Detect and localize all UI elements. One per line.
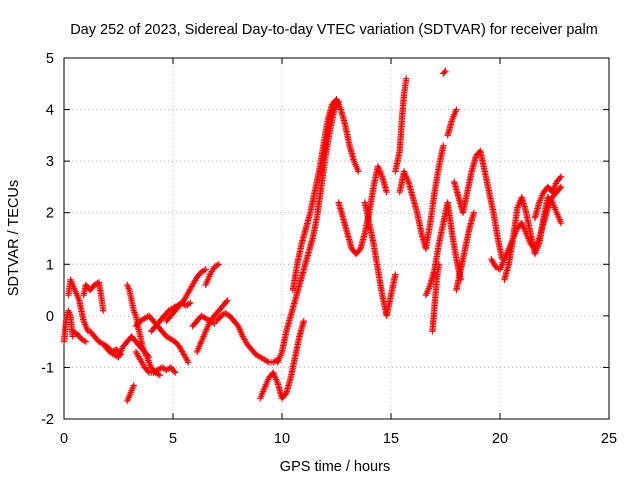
data-point xyxy=(187,299,194,307)
data-point xyxy=(355,168,362,175)
data-point xyxy=(100,307,107,314)
data-point xyxy=(556,174,564,182)
data-point xyxy=(130,382,137,389)
x-tick-label: 15 xyxy=(383,431,399,447)
y-tick-labels: -2 -1 0 1 2 3 4 5 xyxy=(41,51,54,428)
data-point xyxy=(201,267,208,274)
y-tick-label: 1 xyxy=(46,257,54,273)
data-point xyxy=(453,106,460,113)
data-point xyxy=(356,246,363,254)
data-point xyxy=(224,297,231,304)
data-point xyxy=(223,298,230,305)
y-tick-label: -1 xyxy=(41,360,54,376)
data-point xyxy=(211,320,218,327)
data-point xyxy=(556,185,564,192)
data-point xyxy=(156,371,164,379)
y-tick-label: 3 xyxy=(46,154,54,170)
data-point xyxy=(185,359,192,366)
data-point xyxy=(81,337,88,344)
x-tick-label: 25 xyxy=(601,431,617,447)
data-point xyxy=(557,173,565,180)
x-tick-labels: 0 5 10 15 20 25 xyxy=(60,431,617,447)
data-point xyxy=(184,357,191,364)
x-tick-label: 0 xyxy=(60,431,68,447)
data-point xyxy=(144,368,152,375)
data-point xyxy=(442,67,449,75)
y-tick-label: 2 xyxy=(46,206,54,222)
x-tick-label: 10 xyxy=(274,431,290,447)
y-tick-label: 5 xyxy=(46,51,54,67)
data-point xyxy=(403,75,410,82)
data-point xyxy=(435,261,443,268)
data-point xyxy=(215,261,222,268)
data-point xyxy=(392,271,399,278)
data-point xyxy=(170,368,178,375)
y-tick-label: 4 xyxy=(46,103,54,119)
axis-ticks xyxy=(63,57,610,420)
data-point xyxy=(557,219,565,227)
x-tick-label: 5 xyxy=(169,431,177,447)
data-point xyxy=(171,369,179,376)
data-point xyxy=(282,391,289,398)
data-point xyxy=(440,142,447,149)
y-axis-label: SDTVAR / TECUs xyxy=(6,180,22,296)
chart-title: Day 252 of 2023, Sidereal Day-to-day VTE… xyxy=(70,22,598,38)
data-point xyxy=(264,358,271,365)
y-tick-label: -2 xyxy=(41,412,54,428)
data-point xyxy=(214,261,221,269)
plot-frame xyxy=(63,57,610,420)
data-point xyxy=(202,266,209,273)
data-points xyxy=(60,67,565,405)
data-point xyxy=(383,188,390,196)
data-point xyxy=(185,300,193,308)
data-point xyxy=(155,371,162,378)
y-tick-label: 0 xyxy=(46,309,54,325)
data-point xyxy=(441,68,448,76)
data-point xyxy=(557,183,565,191)
x-axis-label: GPS time / hours xyxy=(280,459,390,475)
x-tick-label: 20 xyxy=(492,431,508,447)
data-point xyxy=(209,319,217,326)
data-point xyxy=(82,338,89,345)
data-point xyxy=(470,209,478,216)
data-point xyxy=(300,317,307,325)
